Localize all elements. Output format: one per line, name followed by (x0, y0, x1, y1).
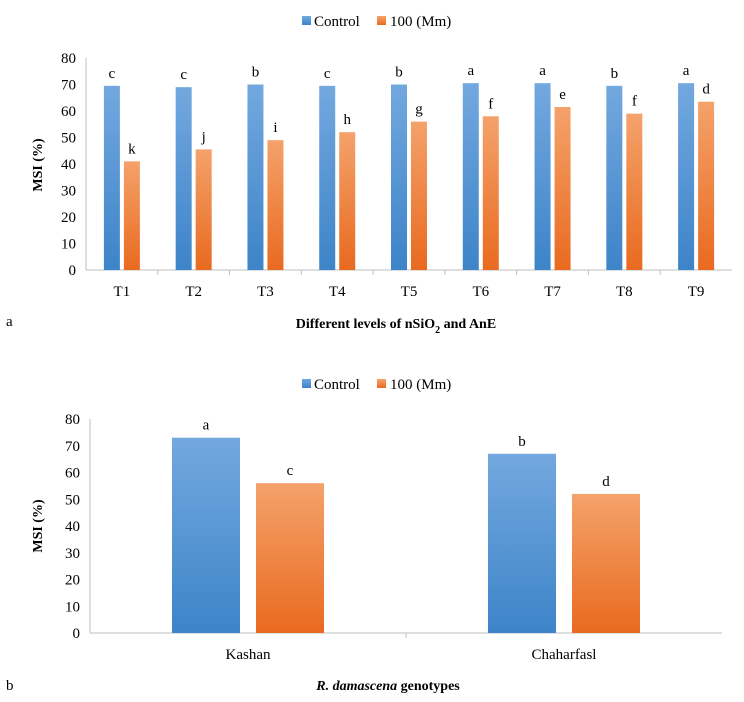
panel-b-legend-control-swatch (302, 379, 311, 388)
panel-a-bar-control (534, 83, 551, 270)
panel-a-bar-treatment (698, 101, 715, 270)
panel-a-bar-letter-label: a (539, 63, 546, 79)
panel-b-bar-control (488, 453, 556, 633)
panel-a-bar-letter-label: b (611, 66, 619, 82)
panel-a-y-axis-title: MSI (%) (31, 138, 46, 192)
panel-a-bar-control (175, 87, 192, 271)
panel-a-bar-letter-label: a (683, 63, 690, 79)
panel-b: Control 100 (Mm) MSI (%) b R. damascena … (6, 377, 722, 694)
panel-a-y-tick-label: 10 (61, 237, 76, 253)
panel-a-plot-area: 0 10 20 30 40 50 60 70 80 c k T1 c j T2 b i T3 c h T4 b g T5 a f T… (61, 51, 732, 300)
panel-a-y-tick-label: 40 (61, 157, 76, 173)
panel-b-y-tick-label: 40 (65, 519, 80, 535)
panel-a-legend-treatment-label: 100 (Mm) (390, 14, 451, 30)
panel-a-legend: Control 100 (Mm) (302, 14, 451, 30)
panel-b-y-tick-label: 60 (65, 466, 80, 482)
panel-a-y-tick-label: 50 (61, 131, 76, 147)
panel-a-bar-letter-label: c (324, 66, 331, 82)
panel-a-x-tick-label: T8 (616, 284, 633, 300)
panel-a-bar-control (606, 85, 623, 270)
panel-b-legend: Control 100 (Mm) (302, 377, 451, 393)
panel-b-x-tick-label: Chaharfasl (532, 647, 597, 663)
panel-a-bar-treatment (554, 107, 571, 271)
panel-a-bar-treatment (626, 113, 643, 271)
panel-a-bar-control (247, 84, 264, 270)
panel-b-bar-treatment (572, 493, 640, 633)
panel-a-bar-letter-label: c (180, 67, 187, 83)
panel-a-bar-treatment (411, 121, 427, 270)
panel-a-x-tick-label: T3 (257, 284, 274, 300)
panel-a-bar-letter-label: i (273, 120, 277, 136)
panel-a-bar-letter-label: g (415, 102, 423, 118)
panel-a-bar-control (462, 83, 479, 270)
panel-a-bar-treatment (267, 140, 284, 270)
panel-a-label: a (6, 314, 13, 330)
panel-b-x-tick-label: Kashan (226, 647, 271, 663)
panel-a: Control 100 (Mm) MSI (%) a Different lev… (6, 14, 732, 336)
panel-a-bar-letter-label: b (395, 65, 403, 81)
panel-b-bar-treatment (256, 483, 324, 633)
panel-b-legend-control-label: Control (314, 377, 360, 393)
panel-b-label: b (6, 678, 14, 694)
panel-a-y-tick-label: 60 (61, 104, 76, 120)
panel-b-plot-area: 0 10 20 30 40 50 60 70 80 a c Kashan b d Chaharfasl (65, 412, 722, 663)
panel-b-y-tick-label: 50 (65, 492, 80, 508)
panel-a-bar-treatment (123, 161, 140, 270)
panel-a-x-axis-title: Different levels of nSiO2 and AnE (296, 317, 496, 336)
panel-a-bar-control (678, 83, 695, 270)
panel-a-x-tick-label: T1 (114, 284, 131, 300)
panel-a-bar-letter-label: d (702, 82, 710, 98)
panel-a-bar-letter-label: f (488, 96, 493, 112)
panel-b-y-tick-label: 30 (65, 546, 80, 562)
panel-a-bar-control (391, 84, 407, 270)
panel-b-bar-letter-label: a (203, 418, 210, 434)
panel-a-x-tick-label: T7 (544, 284, 561, 300)
panel-a-y-tick-label: 80 (61, 51, 76, 67)
panel-b-bar-letter-label: c (287, 463, 294, 479)
panel-a-y-tick-label: 70 (61, 78, 76, 94)
panel-b-y-tick-label: 80 (65, 412, 80, 428)
panel-b-bar-letter-label: b (518, 434, 526, 450)
panel-a-y-tick-label: 0 (69, 263, 77, 279)
panel-a-legend-control-label: Control (314, 14, 360, 30)
panel-b-bar-control (172, 437, 240, 633)
panel-b-y-tick-label: 20 (65, 573, 80, 589)
panel-a-x-tick-label: T4 (329, 284, 346, 300)
panel-a-bar-letter-label: h (343, 112, 351, 128)
panel-b-y-tick-label: 10 (65, 599, 80, 615)
panel-a-bar-letter-label: c (109, 66, 116, 82)
panel-a-bar-letter-label: k (128, 141, 136, 157)
panel-a-bar-letter-label: f (632, 94, 637, 110)
panel-a-bar-treatment (339, 132, 356, 270)
panel-a-bar-letter-label: b (252, 65, 260, 81)
panel-a-y-tick-label: 30 (61, 184, 76, 200)
panel-b-y-tick-label: 70 (65, 439, 80, 455)
panel-b-y-tick-label: 0 (73, 626, 81, 642)
panel-b-legend-treatment-swatch (377, 379, 386, 388)
panel-b-y-axis-title: MSI (%) (31, 499, 46, 553)
panel-a-bar-letter-label: a (467, 63, 474, 79)
panel-b-bar-letter-label: d (602, 474, 610, 490)
panel-a-x-tick-label: T6 (472, 284, 489, 300)
panel-a-x-tick-label: T5 (401, 284, 418, 300)
panel-a-bar-letter-label: j (201, 129, 206, 145)
panel-a-x-tick-label: T9 (688, 284, 705, 300)
panel-a-y-tick-label: 20 (61, 210, 76, 226)
panel-a-legend-control-swatch (302, 16, 311, 25)
panel-a-bar-control (319, 85, 336, 270)
panel-b-legend-treatment-label: 100 (Mm) (390, 377, 451, 393)
panel-a-bar-treatment (482, 116, 499, 270)
panel-a-x-tick-label: T2 (185, 284, 202, 300)
panel-a-bar-letter-label: e (559, 87, 566, 103)
panel-a-bar-treatment (195, 149, 212, 270)
panel-a-legend-treatment-swatch (377, 16, 386, 25)
panel-a-bar-control (103, 85, 120, 270)
panel-b-x-axis-title: R. damascena genotypes (315, 679, 460, 694)
